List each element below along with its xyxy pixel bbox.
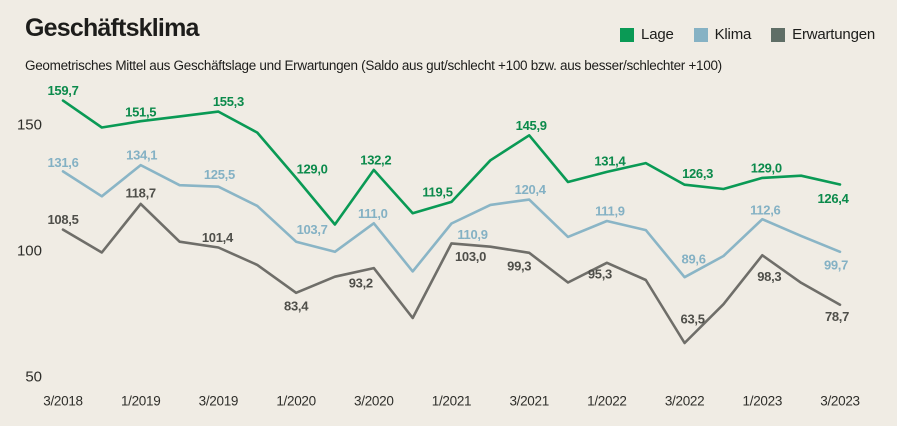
legend-swatch-lage-icon — [620, 27, 635, 42]
data-label-lage: 151,5 — [125, 105, 156, 120]
data-label-lage: 126,4 — [817, 191, 849, 206]
x-tick-label: 3/2019 — [199, 394, 239, 409]
page-title: Geschäftsklima — [25, 14, 199, 42]
data-label-lage: 126,3 — [682, 166, 713, 181]
x-tick-label: 3/2020 — [354, 394, 394, 409]
y-tick-label: 50 — [25, 369, 42, 386]
data-label-lage: 129,0 — [751, 160, 782, 175]
data-label-klima: 111,9 — [595, 204, 625, 219]
legend-item-klima: Klima — [693, 26, 752, 43]
data-label-erwartungen: 78,7 — [825, 309, 849, 324]
data-label-erwartungen: 101,4 — [202, 230, 234, 245]
legend-swatch-klima-icon — [693, 27, 708, 42]
data-label-klima: 103,7 — [297, 222, 328, 237]
data-label-erwartungen: 63,5 — [681, 311, 705, 326]
data-label-lage: 129,0 — [297, 161, 328, 176]
legend-label-lage: Lage — [641, 26, 674, 43]
x-tick-label: 3/2018 — [43, 394, 83, 409]
data-label-lage: 145,9 — [516, 118, 547, 133]
y-tick-label: 150 — [17, 117, 42, 134]
legend: Lage Klima Erwartungen — [620, 26, 875, 43]
legend-label-erwartungen: Erwartungen — [792, 26, 875, 43]
y-tick-label: 100 — [17, 243, 42, 260]
series-line-erwartungen — [61, 202, 842, 345]
data-label-erwartungen: 99,3 — [507, 258, 531, 273]
x-tick-label: 1/2021 — [432, 394, 472, 409]
data-label-klima: 111,0 — [358, 206, 388, 221]
data-label-klima: 99,7 — [824, 257, 848, 272]
data-label-klima: 134,1 — [126, 148, 157, 163]
data-label-klima: 131,6 — [47, 155, 78, 170]
data-label-lage: 132,2 — [360, 152, 391, 167]
series-line-klima — [61, 163, 842, 279]
data-label-klima: 125,5 — [204, 167, 235, 182]
data-label-erwartungen: 95,3 — [588, 266, 612, 281]
data-label-klima: 112,6 — [750, 203, 780, 218]
data-label-lage: 131,4 — [594, 153, 626, 168]
data-label-erwartungen: 98,3 — [757, 269, 781, 284]
x-tick-label: 1/2020 — [276, 394, 316, 409]
data-label-erwartungen: 103,0 — [455, 249, 486, 264]
data-label-erwartungen: 118,7 — [126, 185, 156, 200]
x-tick-label: 1/2022 — [587, 394, 627, 409]
data-label-lage: 159,7 — [47, 83, 78, 98]
x-tick-label: 1/2023 — [743, 394, 783, 409]
data-label-klima: 110,9 — [457, 227, 487, 242]
x-tick-label: 1/2019 — [121, 394, 161, 409]
data-label-lage: 155,3 — [213, 94, 244, 109]
data-label-klima: 120,4 — [515, 182, 547, 197]
series-line-lage — [61, 99, 842, 226]
legend-item-lage: Lage — [620, 26, 674, 43]
x-tick-label: 3/2023 — [820, 394, 860, 409]
legend-item-erwartungen: Erwartungen — [771, 26, 875, 43]
data-label-erwartungen: 93,2 — [349, 276, 373, 291]
x-tick-label: 3/2021 — [509, 394, 549, 409]
legend-swatch-erwartungen-icon — [771, 27, 786, 42]
data-label-lage: 119,5 — [422, 184, 452, 199]
legend-label-klima: Klima — [714, 26, 752, 43]
data-label-erwartungen: 83,4 — [284, 298, 309, 313]
data-label-erwartungen: 108,5 — [47, 212, 78, 227]
chart-subtitle: Geometrisches Mittel aus Geschäftslage u… — [25, 58, 722, 73]
data-label-klima: 89,6 — [682, 252, 706, 267]
x-tick-label: 3/2022 — [665, 394, 705, 409]
